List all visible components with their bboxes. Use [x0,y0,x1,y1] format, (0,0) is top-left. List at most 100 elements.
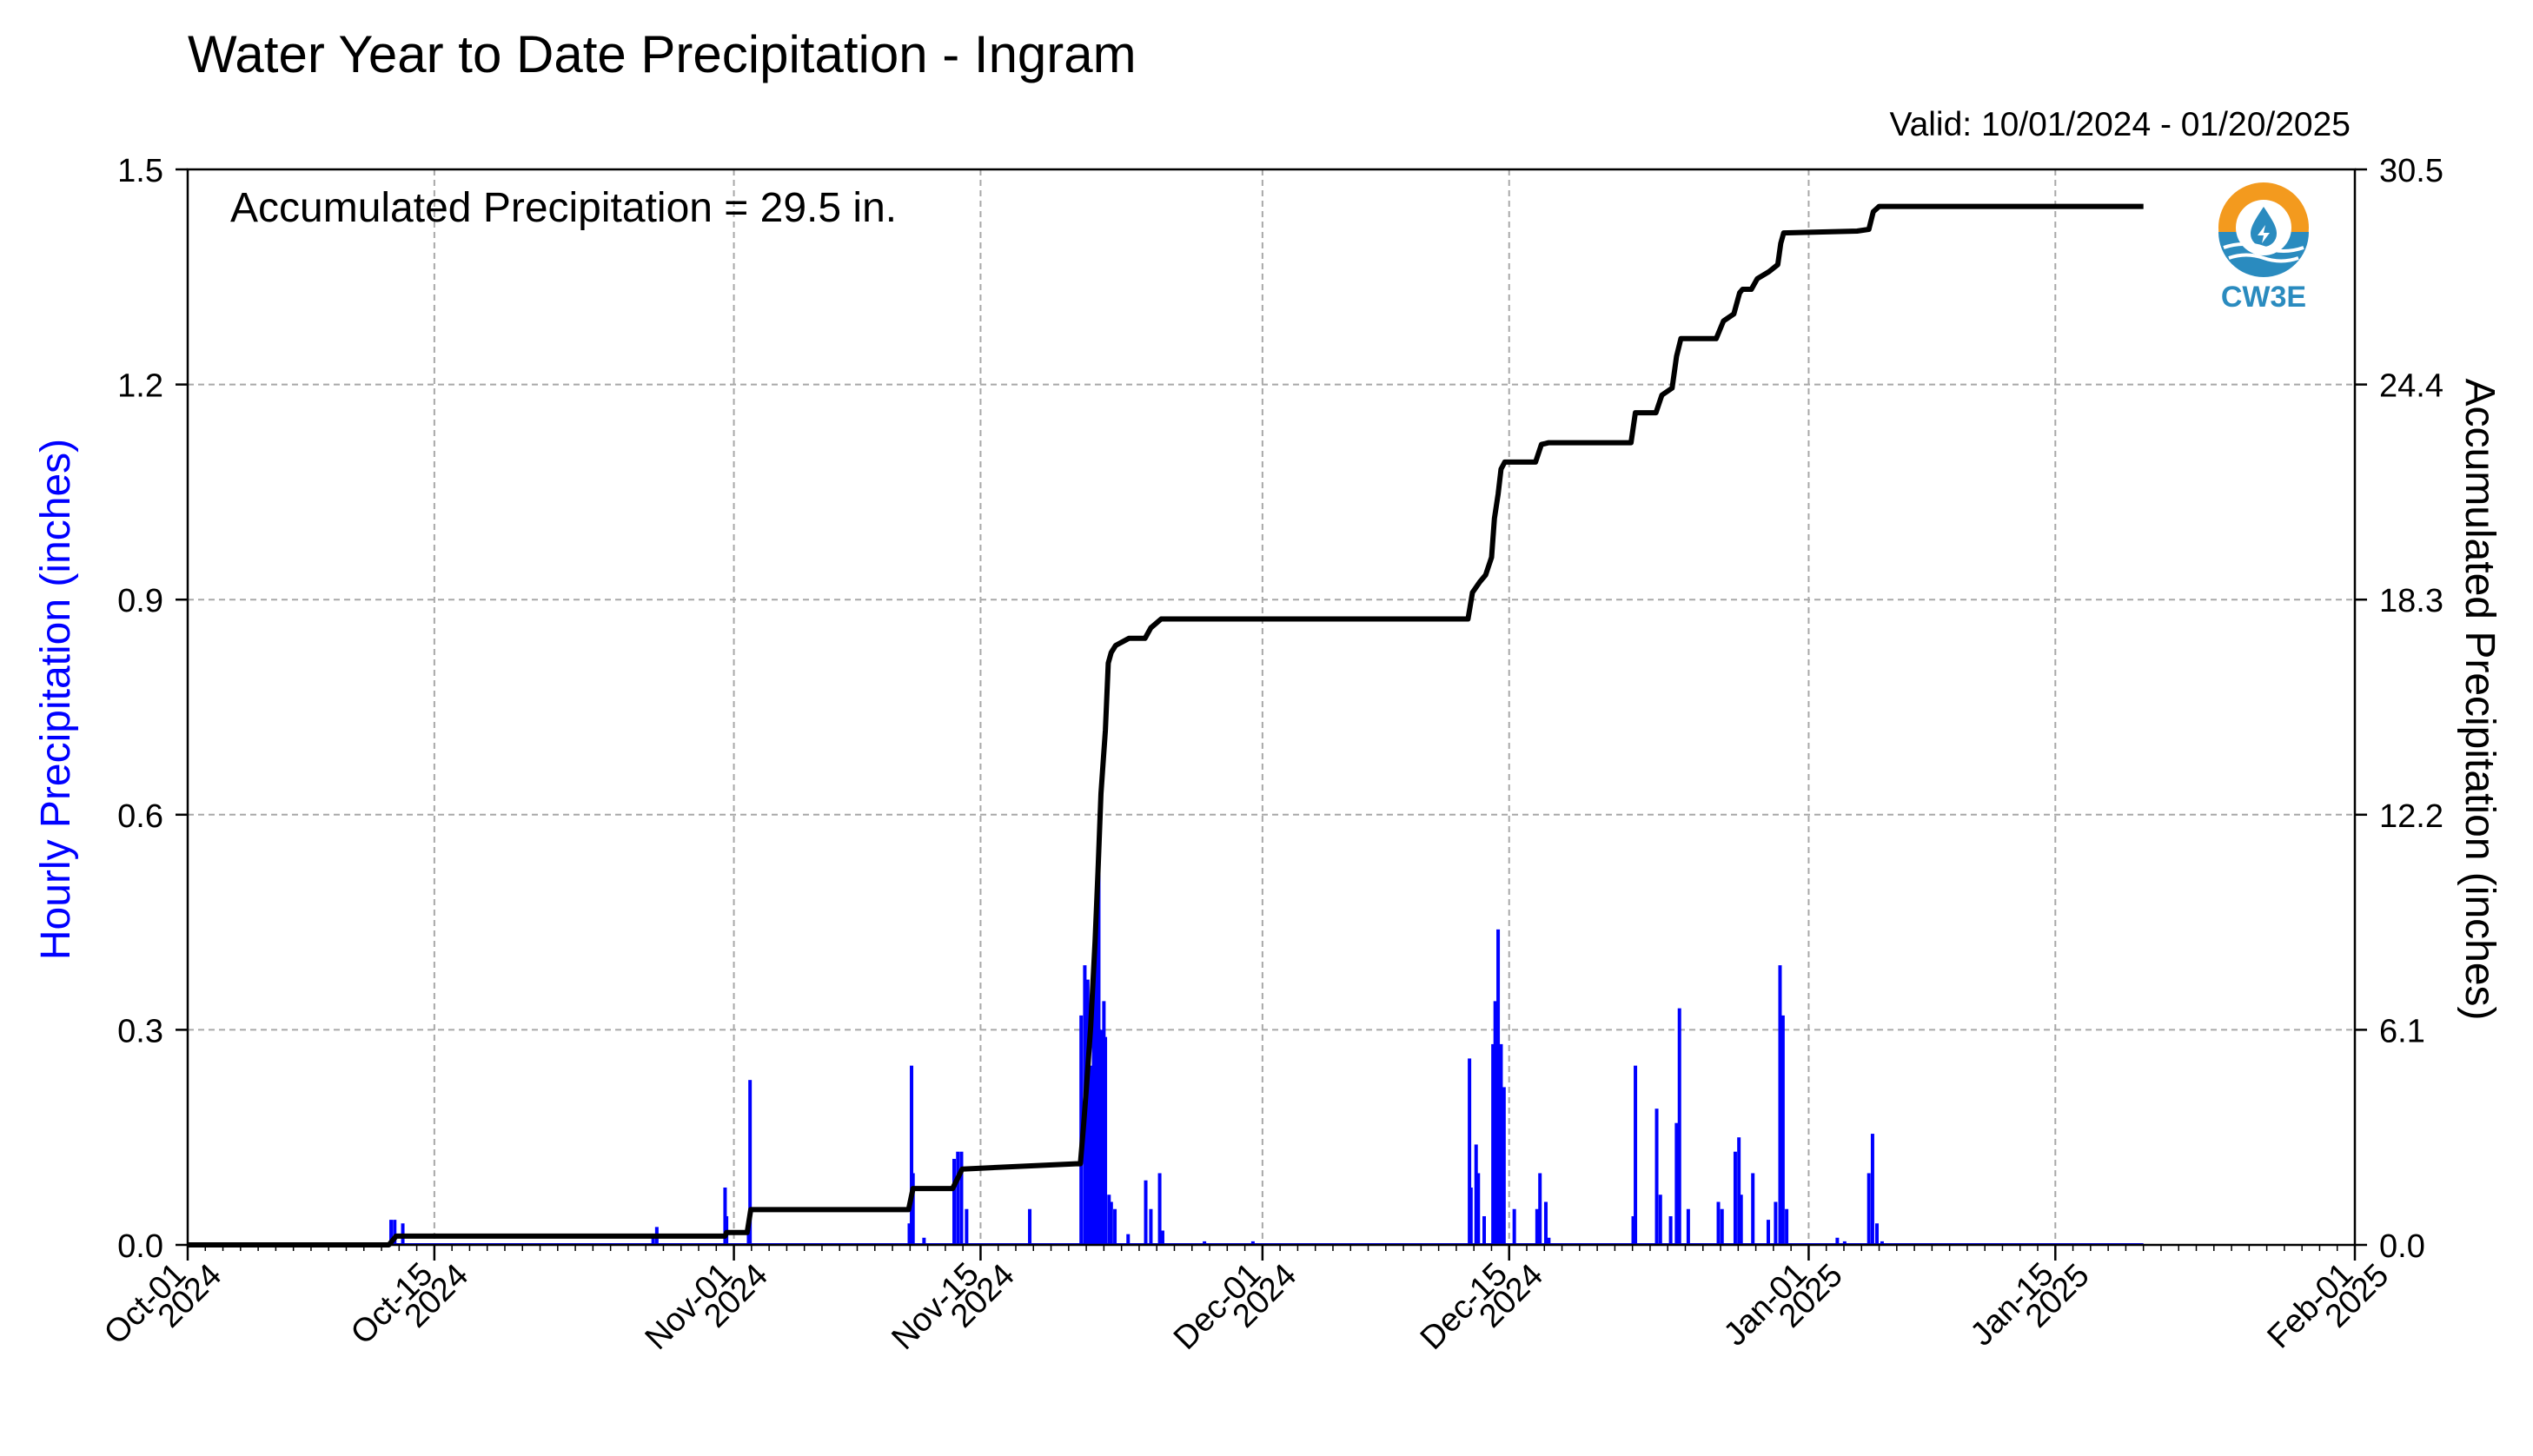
hourly-bar [1733,1151,1737,1245]
hourly-bar [1875,1223,1880,1245]
hourly-bar [1109,1201,1113,1245]
hourly-bar [1149,1208,1153,1245]
hourly-bar [1716,1201,1721,1245]
accumulated-annotation: Accumulated Precipitation = 29.5 in. [230,185,897,231]
hourly-bar [651,1237,655,1245]
hourly-bar [1686,1208,1690,1245]
hourly-bar [1089,1065,1093,1245]
hourly-bar [1104,1036,1108,1245]
hourly-bar [748,1080,753,1245]
hourly-bar [1491,1043,1495,1245]
hourly-precip-bars [188,850,2144,1245]
hourly-bar [1482,1215,1487,1245]
hourly-bar [1160,1230,1164,1245]
hourly-bar [1469,1187,1473,1245]
hourly-bar [1870,1134,1874,1245]
hourly-bar [1677,1008,1681,1245]
hourly-bar [1499,1043,1503,1245]
hourly-bar [1674,1122,1679,1245]
valid-date-range: Valid: 10/01/2024 - 01/20/2025 [1889,106,2351,143]
hourly-bar [1654,1109,1659,1245]
right-tick-label: 12.2 [2379,798,2443,835]
right-tick-label: 18.3 [2379,583,2443,619]
hourly-bar [1250,1241,1255,1245]
hourly-bar [1502,1087,1506,1245]
hourly-bar [1658,1195,1662,1245]
hourly-bar [1766,1220,1770,1245]
hourly-bar [1512,1208,1516,1245]
hourly-bar [956,1151,960,1245]
hourly-bar [1157,1173,1162,1245]
hourly-bar [1028,1208,1032,1245]
left-axis-label: Hourly Precipitation (inches) [33,439,79,960]
left-tick-label: 1.5 [117,153,163,189]
hourly-bar [1493,1001,1497,1245]
right-tick-label: 0.0 [2379,1228,2425,1265]
plot-frame [186,168,2357,1247]
hourly-bar [1867,1173,1871,1245]
hourly-bar [1474,1144,1478,1245]
hourly-bar [1785,1208,1789,1245]
hourly-bar [1668,1215,1673,1245]
right-tick-label: 30.5 [2379,153,2443,189]
hourly-bar [1098,1029,1103,1245]
hourly-bar [910,1065,914,1245]
hourly-bar [1835,1237,1840,1245]
hourly-bar [922,1237,926,1245]
hourly-bar [911,1173,915,1245]
hourly-bar [1547,1237,1551,1245]
hourly-bar [1468,1058,1472,1245]
hourly-bar [1113,1208,1117,1245]
left-tick-label: 0.9 [117,583,163,619]
accumulated-precip-line-group [188,203,2144,1248]
left-tick-label: 0.0 [117,1228,163,1265]
hourly-bar [907,1223,912,1245]
hourly-bar [1737,1137,1741,1245]
cw3e-logo-icon: CW3E [2218,182,2309,314]
hourly-bar [1097,850,1101,1245]
hourly-bar [393,1220,397,1245]
hourly-bar [959,1151,964,1245]
hourly-bar [1774,1201,1778,1245]
hourly-bar [1085,979,1090,1245]
hourly-bar [1778,965,1782,1245]
hourly-bar [1739,1195,1743,1245]
axes: 0.0 0.3 0.6 0.9 1.2 1.5 0.0 6.1 12.2 18.3 24.4 30.5… [97,153,2443,1357]
cw3e-logo-text: CW3E [2221,281,2306,314]
left-tick-label: 0.6 [117,798,163,835]
right-axis-label: Accumulated Precipitation (inches) [2457,378,2503,1020]
hourly-bar [1538,1173,1542,1245]
hourly-bar [1751,1173,1755,1245]
accumulated-precip-line [188,203,2144,1248]
hourly-bar [1631,1215,1635,1245]
hourly-bar [1634,1065,1638,1245]
hourly-bar [1496,929,1501,1245]
hourly-bar [1880,1241,1884,1245]
hourly-bar [389,1220,394,1245]
chart-title: Water Year to Date Precipitation - Ingra… [188,25,1137,83]
left-tick-label: 1.2 [117,368,163,405]
hourly-bar [1203,1241,1207,1245]
hourly-bar [1720,1208,1724,1245]
right-tick-label: 6.1 [2379,1013,2425,1049]
hourly-bar [1107,1195,1111,1245]
hourly-bar [1780,1015,1785,1245]
hourly-bar [1091,972,1096,1245]
hourly-bar [1842,1241,1847,1245]
hourly-bar [1126,1234,1131,1245]
hourly-bar [1543,1201,1548,1245]
hourly-bar [1476,1173,1481,1245]
hourly-bar [1535,1208,1539,1245]
cw3e-logo: CW3E [2203,178,2324,317]
hourly-bar [1094,922,1098,1245]
right-tick-label: 24.4 [2379,368,2443,405]
